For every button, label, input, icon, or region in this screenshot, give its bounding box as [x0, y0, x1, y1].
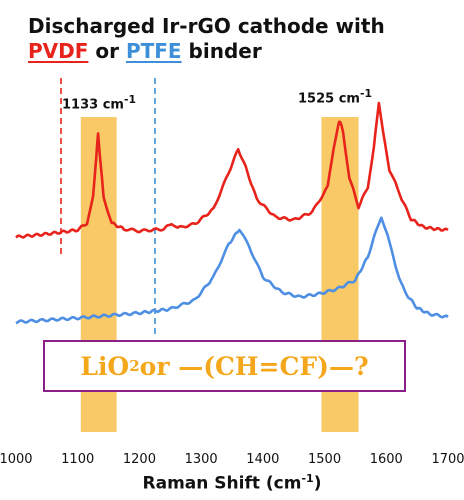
question-sub: 2: [129, 357, 140, 375]
peak-label-1525-sup: -1: [359, 87, 372, 100]
title-binder: binder: [188, 39, 262, 63]
x-tick-label-1200: 1200: [123, 452, 156, 467]
x-tick-label-1100: 1100: [61, 452, 94, 467]
x-tick-label-1300: 1300: [185, 452, 218, 467]
chart-title: Discharged Ir-rGO cathode with PVDF or P…: [28, 14, 448, 64]
peak-label-1525-text: 1525 cm: [298, 91, 360, 107]
question-box: LiO 2 or —(CH=CF)—?: [43, 340, 406, 392]
peak-label-1133-text: 1133 cm: [62, 97, 124, 113]
x-tick-label-1700: 1700: [431, 452, 464, 467]
x-axis: 1000 1100 1200 1300 1400 1500 1600 1700: [0, 452, 464, 467]
question-suffix: or —(CH=CF)—?: [139, 351, 369, 381]
series-group: [15, 101, 449, 325]
x-tick-label-1600: 1600: [370, 452, 403, 467]
x-axis-title-sup: -1: [301, 472, 314, 485]
series-ptfe-line: [15, 216, 449, 325]
title-ptfe: PTFE: [125, 39, 182, 63]
x-axis-title-suffix: ): [313, 473, 322, 494]
title-or: or: [95, 39, 119, 63]
title-line-1: Discharged Ir-rGO cathode with: [28, 14, 385, 38]
marker-lines: [60, 78, 156, 335]
series-pvdf-line: [15, 101, 449, 239]
peak-label-1133: 1133 cm-1: [62, 93, 136, 112]
question-prefix: LiO: [80, 351, 130, 381]
x-tick-label-1400: 1400: [246, 452, 279, 467]
peak-label-1525: 1525 cm-1: [298, 87, 372, 106]
title-line-2: PVDF or PTFE binder: [28, 39, 448, 64]
x-axis-title: Raman Shift (cm-1): [0, 472, 464, 494]
x-tick-label-1000: 1000: [0, 452, 33, 467]
x-axis-title-prefix: Raman Shift (cm: [142, 473, 302, 494]
x-tick-label-1500: 1500: [308, 452, 341, 467]
peak-label-1133-sup: -1: [123, 93, 136, 106]
title-pvdf: PVDF: [28, 39, 89, 63]
